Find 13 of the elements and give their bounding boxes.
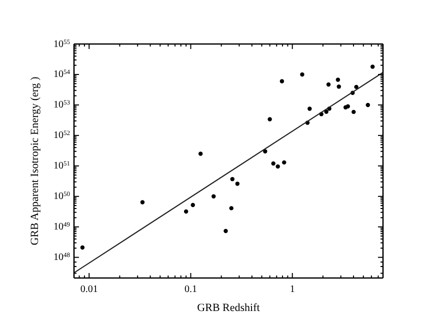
y-tick-label: 10$^{53}$ — [54, 99, 70, 111]
x-tick-label: 0.1 — [184, 284, 197, 295]
x-tick-label: 0.01 — [80, 284, 98, 295]
y-tick-label: 10$^{49}$ — [54, 221, 70, 233]
y-tick-label: 10$^{55}$ — [54, 38, 70, 50]
y-axis-title: GRB Apparent Isotropic Energy (erg ) — [29, 76, 41, 246]
x-axis-title: GRB Redshift — [197, 302, 260, 314]
y-tick-label: 10$^{52}$ — [54, 130, 70, 142]
y-tick-label: 10$^{51}$ — [54, 160, 70, 172]
y-tick-label: 10$^{54}$ — [54, 68, 71, 80]
y-tick-label: 10$^{50}$ — [54, 190, 70, 202]
y-tick-label: 10$^{48}$ — [54, 252, 70, 264]
x-tick-label: 1 — [290, 284, 295, 295]
